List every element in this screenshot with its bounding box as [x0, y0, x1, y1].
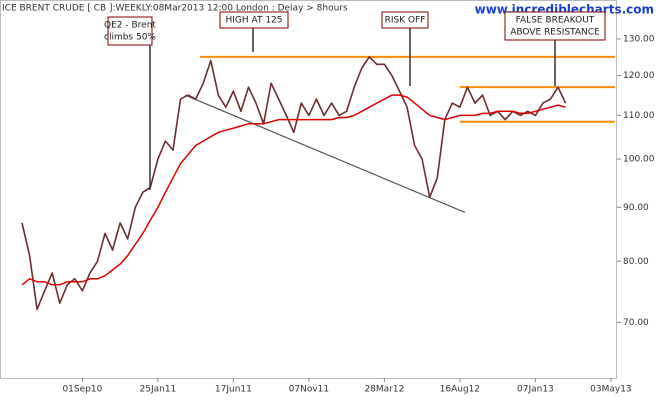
x-tick-label: 17Jun11 — [215, 385, 252, 395]
y-tick-label: 90.00 — [623, 203, 649, 213]
y-tick-label: 80.00 — [623, 257, 649, 267]
series-line — [21, 94, 566, 286]
x-tick-label: 03May13 — [590, 385, 632, 395]
trendline — [184, 94, 466, 214]
annotation-box — [107, 16, 153, 46]
annotation-text: FALSE BREAKOUT — [516, 16, 595, 26]
annotation-box — [381, 11, 429, 29]
plot-frame — [0, 0, 617, 379]
y-tick-label: 130.00 — [623, 34, 655, 44]
y-tick-label: 100.00 — [623, 155, 655, 165]
annotation-text: ABOVE RESISTANCE — [510, 28, 600, 38]
annotation-text: QE2 - Brent — [104, 21, 156, 31]
y-tick-label: 120.00 — [623, 71, 655, 81]
annotation-text: RISK OFF — [385, 16, 426, 26]
series-line — [21, 56, 567, 311]
x-tick-label: 07Jan13 — [517, 385, 554, 395]
annotation-text: climbs 50% — [104, 33, 156, 43]
x-tick-label: 01Sep10 — [62, 385, 102, 395]
x-tick-label: 16Aug12 — [440, 385, 480, 395]
x-tick-label: 28Mar12 — [364, 385, 404, 395]
y-tick-label: 110.00 — [623, 111, 655, 121]
x-tick-label: 25Jan11 — [140, 385, 177, 395]
chart-title: ICE BRENT CRUDE [ CB ]:WEEKLY:08Mar2013 … — [2, 4, 348, 14]
x-tick-label: 07Nov11 — [289, 385, 329, 395]
annotation-text: HIGH AT 125 — [225, 16, 282, 26]
y-tick-label: 70.00 — [623, 318, 649, 328]
annotation-box — [504, 11, 606, 41]
annotation-box — [219, 11, 289, 29]
